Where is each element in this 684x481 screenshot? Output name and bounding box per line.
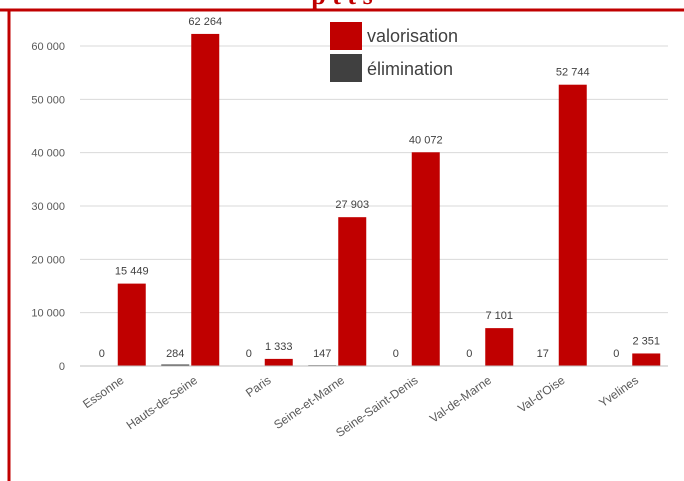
data-label-valorisation: 62 264: [188, 16, 222, 28]
data-label-valorisation: 7 101: [485, 310, 513, 322]
data-label-elimination: 17: [537, 348, 549, 360]
legend-swatch-valorisation: [330, 22, 362, 50]
bar-valorisation: [338, 217, 367, 366]
data-label-elimination: 0: [99, 348, 105, 360]
chart-title: p t t s: [311, 0, 372, 10]
bar-valorisation: [191, 33, 220, 367]
bar-valorisation: [411, 152, 440, 366]
bar-valorisation: [264, 358, 293, 366]
y-tick-label: 30 000: [31, 201, 65, 213]
legend-swatch-elimination: [330, 54, 362, 82]
y-tick-label: 40 000: [31, 148, 65, 160]
data-label-valorisation: 52 744: [556, 67, 590, 79]
bar-elimination: [161, 364, 190, 366]
data-label-elimination: 0: [613, 348, 619, 360]
y-tick-label: 60 000: [31, 41, 65, 53]
data-label-valorisation: 27 903: [335, 199, 369, 211]
data-label-elimination: 0: [393, 348, 399, 360]
y-tick-label: 0: [59, 361, 65, 373]
legend-label-valorisation: valorisation: [367, 26, 458, 46]
data-label-elimination: 147: [313, 348, 331, 360]
data-label-elimination: 0: [246, 348, 252, 360]
legend-label-elimination: élimination: [367, 59, 453, 79]
bar-valorisation: [117, 283, 146, 366]
y-tick-label: 50 000: [31, 94, 65, 106]
bar-valorisation: [485, 328, 514, 366]
data-label-valorisation: 1 333: [265, 341, 293, 353]
bar-valorisation: [632, 353, 661, 366]
bar-valorisation: [558, 84, 587, 366]
y-tick-label: 20 000: [31, 254, 65, 266]
data-label-valorisation: 40 072: [409, 134, 443, 146]
data-label-valorisation: 2 351: [632, 335, 660, 347]
y-tick-label: 10 000: [31, 308, 65, 320]
data-label-elimination: 284: [166, 348, 184, 360]
data-label-valorisation: 15 449: [115, 266, 149, 278]
data-label-elimination: 0: [466, 348, 472, 360]
